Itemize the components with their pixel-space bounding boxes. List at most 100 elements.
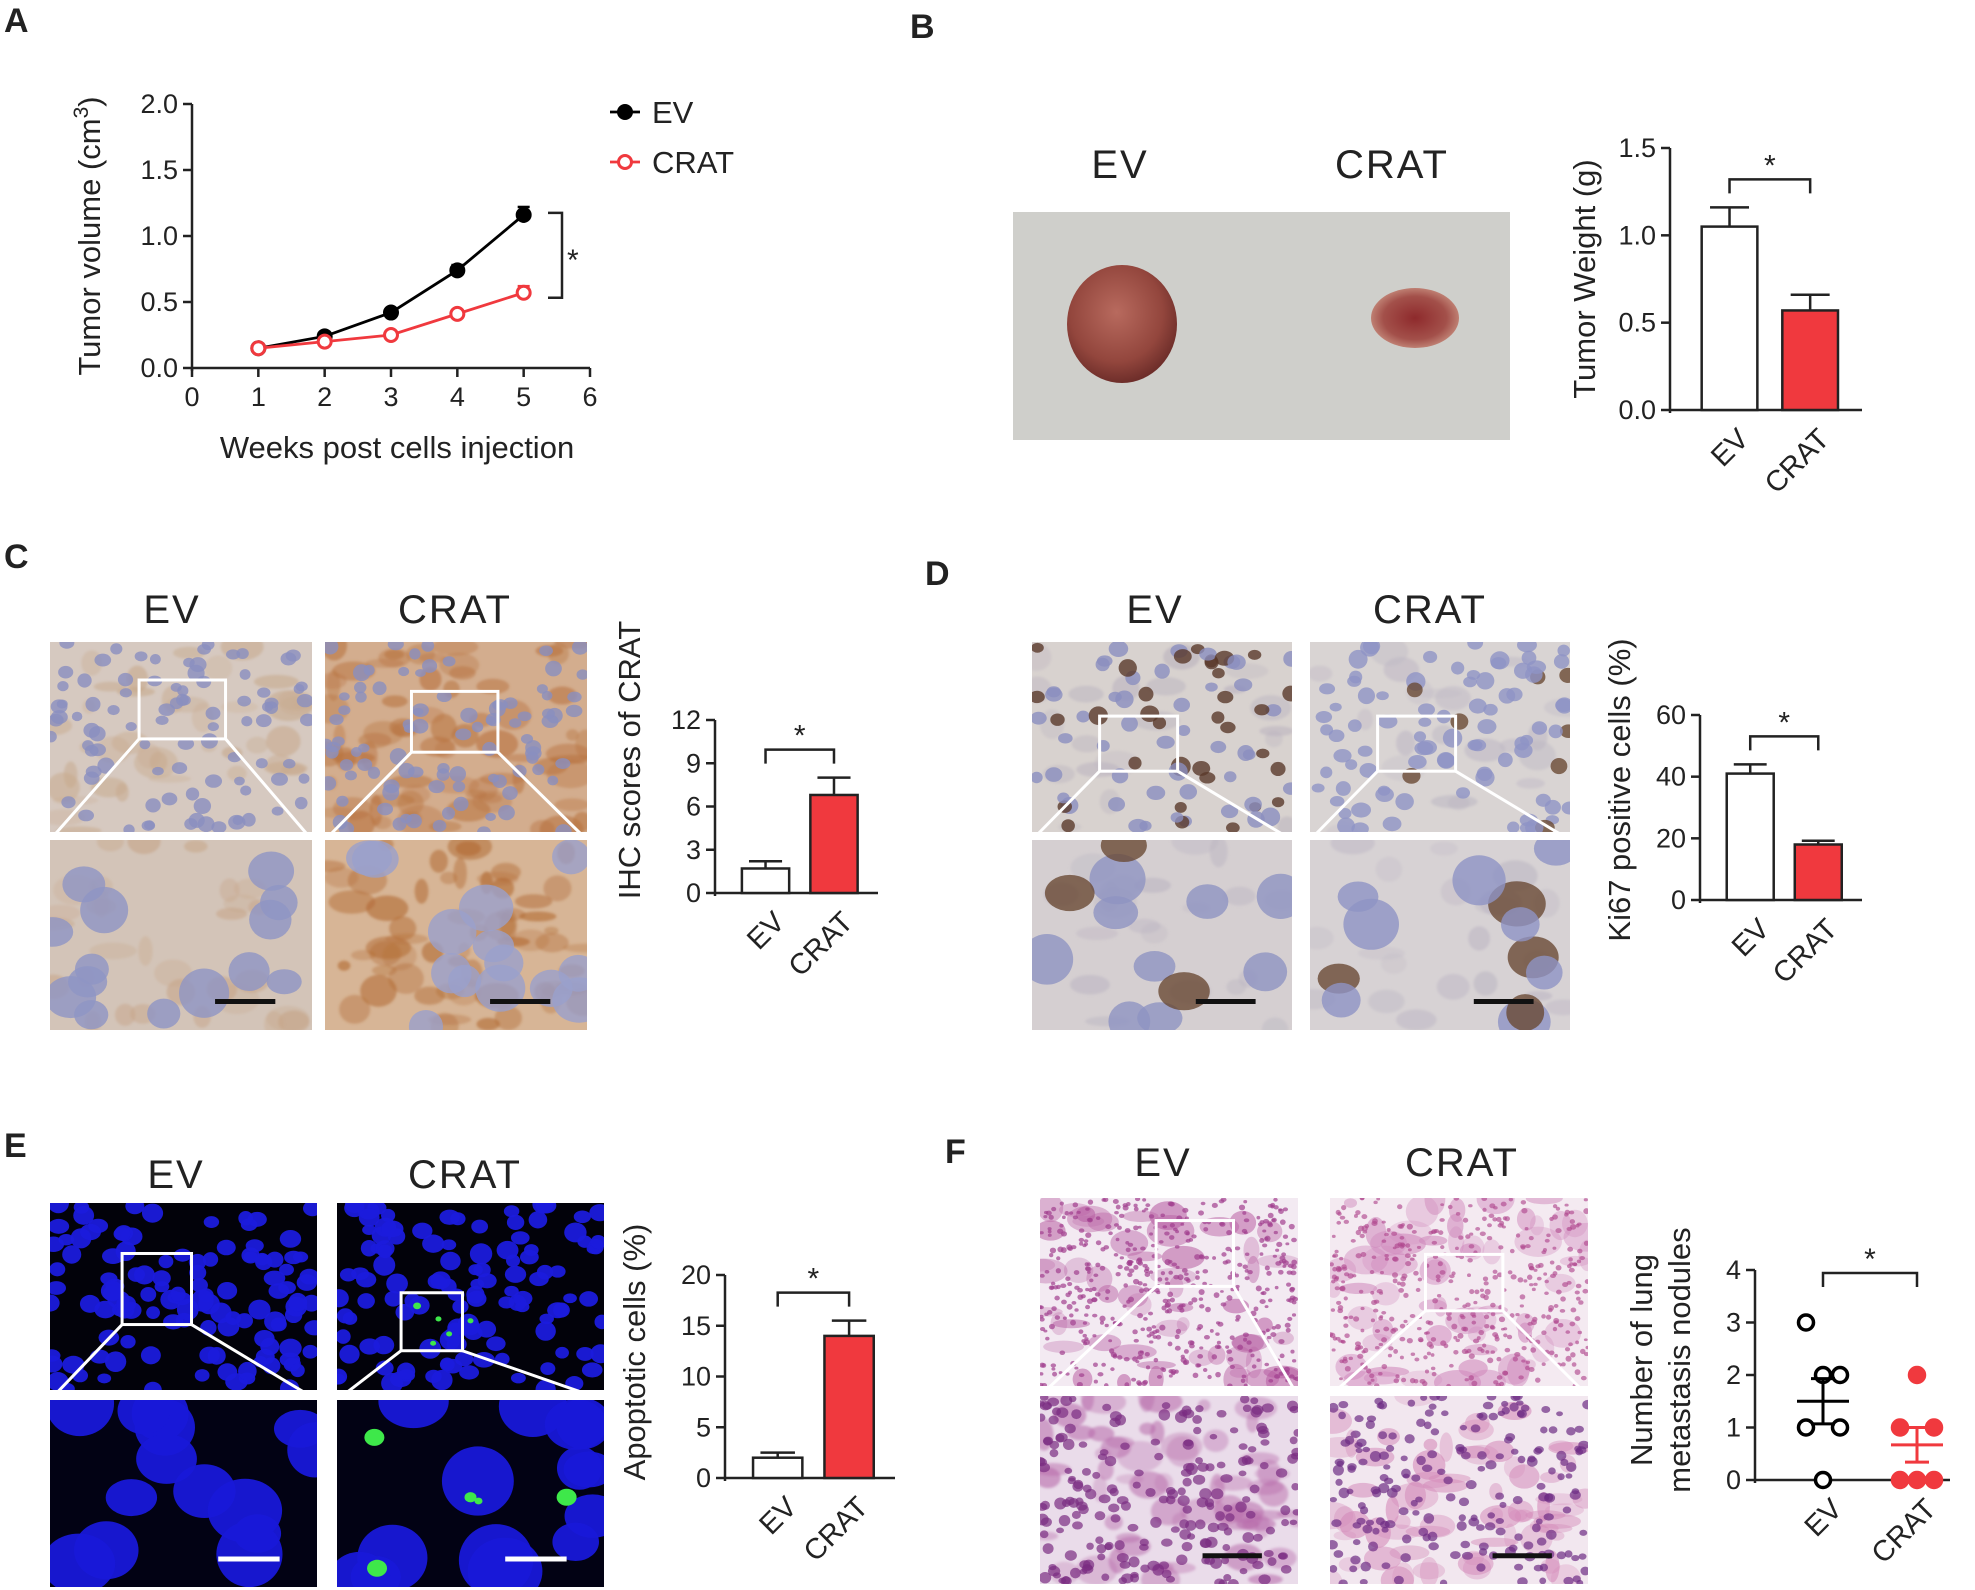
nucleus (1040, 1273, 1045, 1278)
nucleus (1320, 766, 1333, 779)
nucleus (1220, 1474, 1233, 1483)
nucleus (515, 1301, 530, 1313)
nucleus (1470, 1424, 1481, 1433)
zoom-line-right (496, 751, 589, 842)
nucleus (1423, 1421, 1432, 1430)
nucleus (1545, 1529, 1557, 1540)
nucleus (1485, 1350, 1490, 1354)
nucleus (1166, 1299, 1171, 1302)
nuclei (50, 642, 312, 832)
nucleus (354, 681, 367, 694)
nucleus (1124, 1228, 1131, 1233)
nucleus (1410, 1352, 1416, 1356)
nucleus (1053, 1285, 1059, 1290)
nucleus (1225, 822, 1240, 832)
nucleus (485, 812, 496, 821)
nucleus (1374, 1329, 1381, 1333)
nucleus (1531, 1287, 1536, 1292)
nucleus (1095, 1262, 1101, 1268)
nucleus (1165, 1575, 1175, 1583)
nucleus (1469, 739, 1487, 752)
nucleus (1475, 1227, 1481, 1231)
nucleus (1133, 1338, 1139, 1343)
nucleus (1078, 1504, 1089, 1515)
nucleus (1264, 1362, 1270, 1367)
nucleus (1265, 1328, 1270, 1332)
c-group-crat: CRAT (398, 588, 512, 632)
nucleus (1246, 1340, 1252, 1345)
micrograph-content (1032, 840, 1292, 1030)
nucleus (453, 796, 469, 812)
nucleus (1403, 1319, 1408, 1324)
micrograph-c-ev-overview (48, 642, 314, 841)
nucleus (179, 968, 230, 1018)
nucleus (1492, 1269, 1498, 1274)
nucleus (1543, 1513, 1554, 1521)
nucleus (1424, 1369, 1430, 1374)
nucleus (1379, 1270, 1384, 1275)
nucleus (1578, 1300, 1584, 1305)
nucleus (1525, 955, 1563, 990)
nucleus (1461, 1348, 1468, 1355)
nucleus (1451, 661, 1465, 675)
nucleus (147, 998, 181, 1029)
nucleus (1366, 1415, 1377, 1423)
nucleus (1243, 1337, 1248, 1342)
zoom-line-left (323, 751, 413, 842)
nucleus (407, 766, 424, 778)
nucleus (1040, 1327, 1046, 1332)
nucleus (1263, 1549, 1274, 1558)
nucleus (1291, 1482, 1298, 1491)
stroma-blob (1439, 1432, 1453, 1462)
nucleus (1097, 1453, 1108, 1461)
nucleus (1108, 1231, 1113, 1236)
nucleus (288, 1292, 308, 1312)
nucleus (119, 688, 133, 698)
nucleus (1156, 735, 1175, 749)
nucleus (1331, 1279, 1336, 1284)
nucleus (1108, 691, 1122, 702)
nucleus (339, 1268, 357, 1282)
nucleus (1286, 1270, 1293, 1275)
nucleus (58, 1233, 75, 1246)
nucleus (415, 669, 426, 677)
nucleus (1405, 1260, 1412, 1267)
nucleus (1205, 1306, 1211, 1313)
nucleus (1272, 1254, 1278, 1258)
nucleus (1530, 1347, 1537, 1353)
nucleus (1481, 1198, 1488, 1201)
nucleus (1540, 1426, 1548, 1434)
nucleus (336, 795, 349, 807)
nucleus (1516, 1400, 1524, 1406)
D-x-label-crat: CRAT (1767, 913, 1844, 990)
nucleus (1566, 1462, 1577, 1472)
nucleus (1227, 654, 1246, 670)
nucleus (1567, 1246, 1574, 1252)
nucleus (442, 656, 456, 667)
nuclei (1040, 1198, 1298, 1386)
nucleus (271, 806, 284, 816)
nucleus (1492, 1217, 1498, 1222)
nucleus (1220, 1302, 1227, 1307)
nucleus (539, 645, 553, 657)
panel-label-f: F (945, 1133, 966, 1171)
nucleus (1205, 682, 1218, 692)
nucleus (1416, 1455, 1426, 1466)
nucleus (1464, 1378, 1469, 1382)
nucleus (1096, 655, 1113, 667)
stroma-blob (337, 960, 351, 971)
nucleus (1092, 1471, 1101, 1479)
nucleus (1234, 1246, 1241, 1251)
nucleus (1182, 1439, 1194, 1450)
nucleus (1137, 1260, 1144, 1266)
stroma-blob (325, 672, 347, 689)
zoom-box (1154, 1219, 1235, 1288)
micrograph-content (325, 642, 587, 832)
nucleus (1336, 1460, 1344, 1467)
nucleus (1133, 1264, 1139, 1270)
nucleus (1515, 1233, 1521, 1238)
nucleus (1122, 1304, 1127, 1308)
nucleus (1252, 1560, 1264, 1570)
stroma-blob (1405, 1198, 1439, 1228)
zoom-line-left (48, 1323, 124, 1402)
